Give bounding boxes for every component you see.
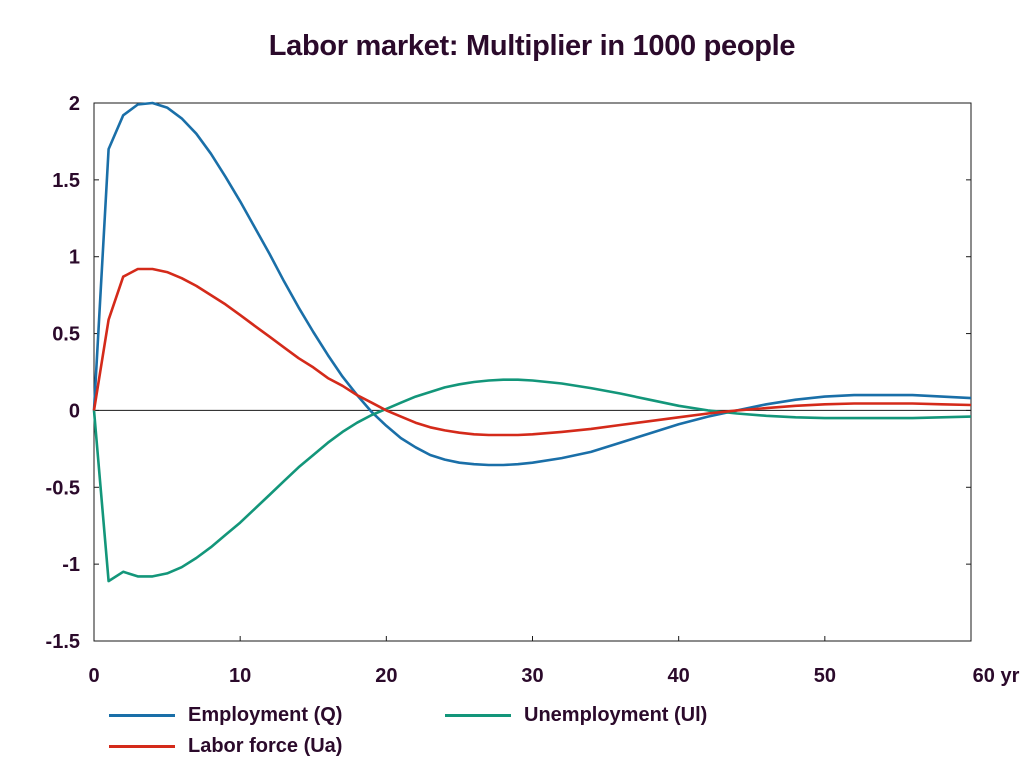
series-lines: [92, 101, 972, 583]
legend-swatch-labor-force: [109, 745, 175, 748]
x-tick-label: 50: [814, 665, 836, 687]
y-tick-label: -0.5: [46, 477, 80, 499]
x-tick-label: 40: [668, 665, 690, 687]
y-tick-label: 1.5: [52, 170, 80, 192]
axes: [93, 102, 972, 642]
tick-labels: -1.5-1-0.500.511.520 10 20 30 40 50 60 yr: [46, 93, 1020, 687]
legend-item-employment: Employment (Q): [109, 704, 342, 727]
legend-item-labor-force: Labor force (Ua): [109, 735, 342, 758]
x-tick-label: 60 yr: [973, 665, 1020, 687]
y-tick-label: 2: [69, 93, 80, 115]
legend-swatch-employment: [109, 714, 175, 717]
x-tick-label: 10: [229, 665, 251, 687]
y-tick-label: -1.5: [46, 631, 80, 653]
series-line-unemployment-ul: [92, 378, 972, 583]
y-tick-label: -1: [62, 554, 80, 576]
series-line-labor-force-ua: [92, 267, 972, 437]
legend-label-labor-force: Labor force (Ua): [188, 735, 343, 757]
legend-swatch-unemployment: [445, 714, 511, 717]
legend-label-unemployment: Unemployment (Ul): [524, 704, 708, 726]
x-tick-label: 0: [88, 665, 99, 687]
x-tick-label: 30: [521, 665, 543, 687]
x-tick-label: 20: [375, 665, 397, 687]
y-tick-label: 1: [69, 247, 80, 269]
legend-label-employment: Employment (Q): [188, 704, 343, 726]
legend-item-unemployment: Unemployment (Ul): [445, 704, 707, 727]
chart-title: Labor market: Multiplier in 1000 people: [268, 30, 796, 62]
series-line-employment-q: [92, 101, 972, 467]
plot-frame: [93, 102, 972, 642]
y-tick-label: 0.5: [52, 324, 80, 346]
y-tick-label: 0: [69, 400, 80, 422]
